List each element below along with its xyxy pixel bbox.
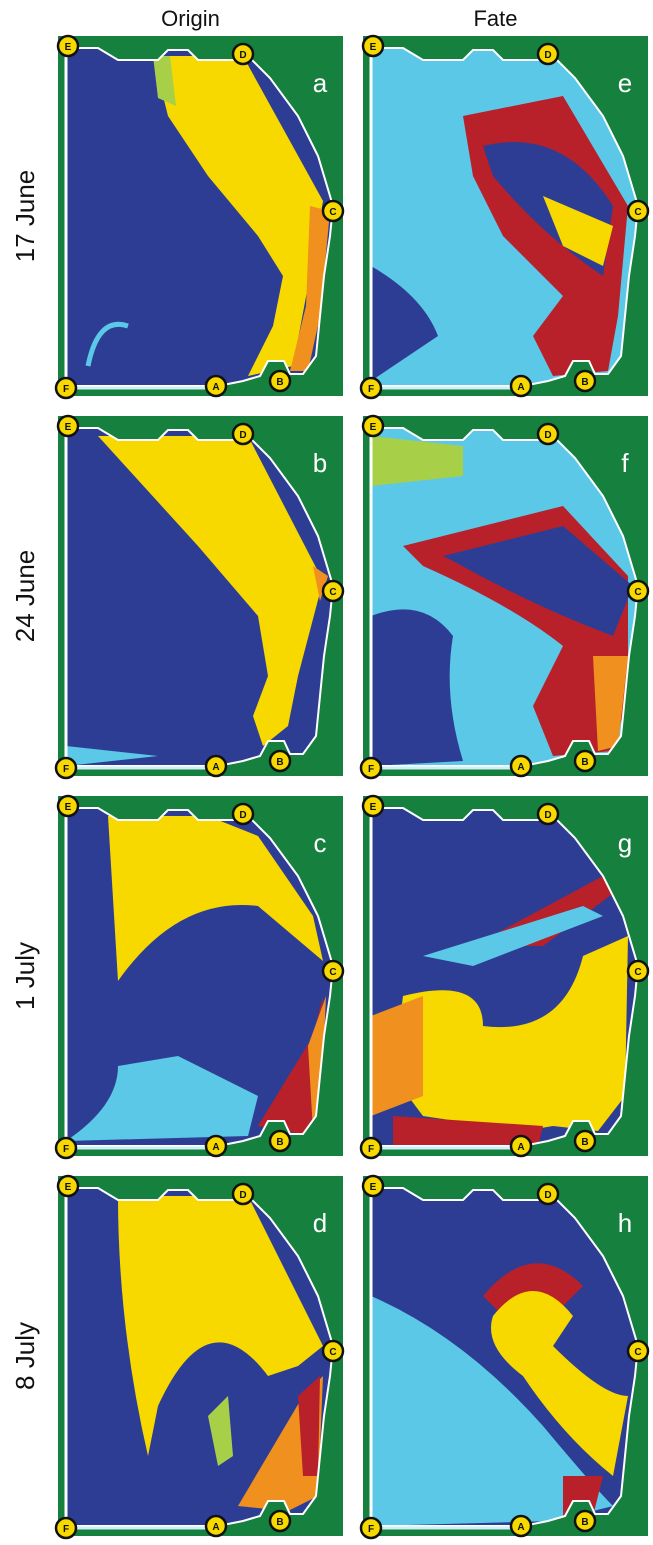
point-label: E (370, 422, 377, 433)
point-label: D (239, 430, 246, 441)
map-panel: h A B C D E F (361, 1176, 648, 1538)
point-label: C (329, 1347, 336, 1358)
point-label: D (544, 430, 551, 441)
point-label: B (276, 757, 283, 768)
map-panel: a A B C D E F (56, 36, 343, 398)
region (371, 609, 463, 766)
point-label: E (65, 1182, 72, 1193)
point-label: F (368, 1144, 374, 1155)
panel-letter: c (314, 828, 327, 858)
row-label: 17 June (10, 170, 40, 263)
map-panel: b A B C D E F (56, 416, 343, 778)
point-label: D (239, 1190, 246, 1201)
point-label: B (581, 1517, 588, 1528)
panel-letter: e (618, 68, 632, 98)
point-label: D (544, 1190, 551, 1201)
point-label: F (368, 384, 374, 395)
point-label: F (368, 1524, 374, 1535)
map-panel: g A B C D E F (361, 796, 648, 1158)
point-label: C (634, 967, 641, 978)
point-label: C (329, 587, 336, 598)
point-label: F (63, 1144, 69, 1155)
point-label: B (276, 377, 283, 388)
point-label: B (581, 757, 588, 768)
point-label: A (212, 1142, 219, 1153)
panel-letter: a (313, 68, 328, 98)
panel-letter: b (313, 448, 327, 478)
point-label: D (544, 810, 551, 821)
point-label: A (517, 1142, 524, 1153)
panel-letter: h (618, 1208, 632, 1238)
point-label: C (329, 207, 336, 218)
point-label: D (239, 50, 246, 61)
point-label: E (370, 802, 377, 813)
row-label: 1 July (10, 942, 40, 1010)
point-label: F (63, 764, 69, 775)
panel-letter: g (618, 828, 632, 858)
point-label: E (370, 1182, 377, 1193)
point-label: C (634, 207, 641, 218)
point-label: A (212, 382, 219, 393)
column-header: Origin (161, 6, 220, 31)
point-label: B (581, 377, 588, 388)
point-label: A (517, 762, 524, 773)
point-label: B (276, 1517, 283, 1528)
map-panel: e A B C D E F (361, 36, 648, 398)
point-label: B (276, 1137, 283, 1148)
point-label: A (212, 762, 219, 773)
point-label: D (544, 50, 551, 61)
point-label: F (63, 1524, 69, 1535)
point-label: A (517, 1522, 524, 1533)
point-label: E (65, 422, 72, 433)
point-label: C (329, 967, 336, 978)
figure: Origin Fate 17 June a A B C D E Fe A B C D E F 24 June b A… (0, 0, 653, 1545)
point-label: F (368, 764, 374, 775)
panel-letter: d (313, 1208, 327, 1238)
map-panel: f A B C D E F (361, 416, 648, 778)
point-label: D (239, 810, 246, 821)
point-label: C (634, 587, 641, 598)
point-label: E (65, 802, 72, 813)
point-label: E (370, 42, 377, 53)
point-label: B (581, 1137, 588, 1148)
row-label: 8 July (10, 1322, 40, 1390)
row-label: 24 June (10, 550, 40, 643)
column-header: Fate (473, 6, 517, 31)
point-label: E (65, 42, 72, 53)
point-label: A (212, 1522, 219, 1533)
point-label: C (634, 1347, 641, 1358)
panel-letter: f (621, 448, 629, 478)
point-label: A (517, 382, 524, 393)
map-panel: d A B C D E F (56, 1176, 343, 1538)
point-label: F (63, 384, 69, 395)
region (371, 996, 423, 1116)
map-panel: c A B C D E F (56, 796, 343, 1158)
